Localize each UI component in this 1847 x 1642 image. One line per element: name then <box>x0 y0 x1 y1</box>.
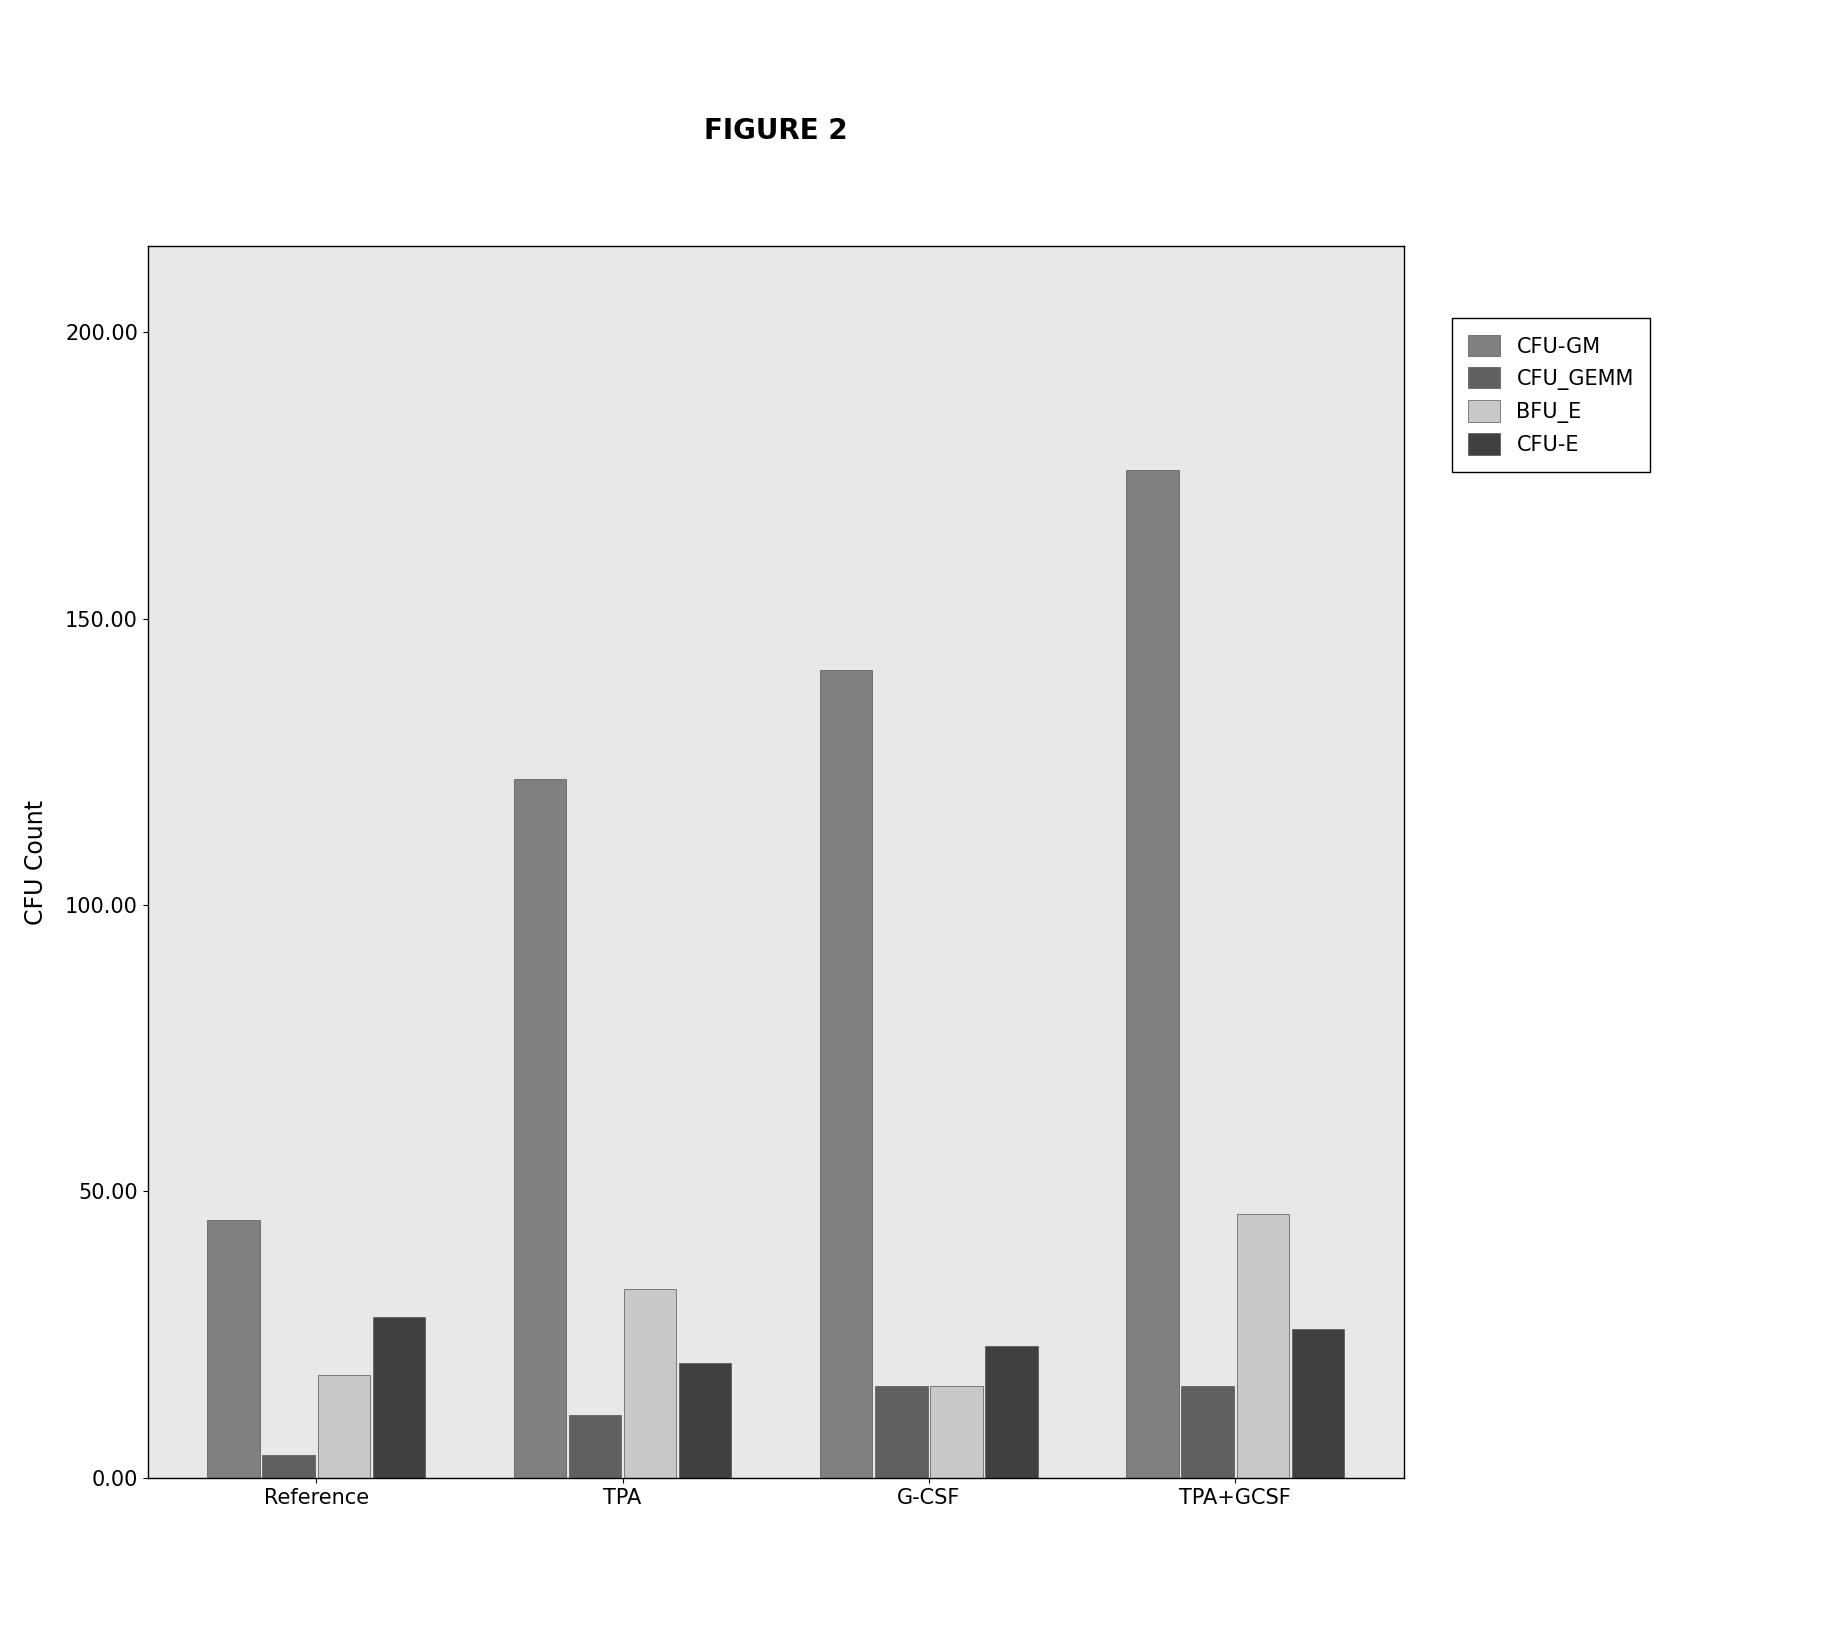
Bar <box>1127 470 1178 1478</box>
Bar <box>513 778 565 1478</box>
Bar <box>931 1386 983 1478</box>
Bar <box>262 1455 314 1478</box>
Bar <box>986 1346 1038 1478</box>
Bar <box>569 1415 621 1478</box>
Bar <box>875 1386 927 1478</box>
Bar <box>373 1317 425 1478</box>
Bar <box>318 1374 369 1478</box>
Y-axis label: CFU Count: CFU Count <box>24 800 48 924</box>
Bar <box>207 1220 260 1478</box>
Legend: CFU-GM, CFU_GEMM, BFU_E, CFU-E: CFU-GM, CFU_GEMM, BFU_E, CFU-E <box>1452 319 1651 471</box>
Bar <box>1237 1215 1289 1478</box>
Bar <box>820 670 872 1478</box>
Bar <box>624 1289 676 1478</box>
Bar <box>1182 1386 1234 1478</box>
Bar <box>1291 1328 1345 1478</box>
Bar <box>680 1363 731 1478</box>
Text: FIGURE 2: FIGURE 2 <box>704 117 848 146</box>
